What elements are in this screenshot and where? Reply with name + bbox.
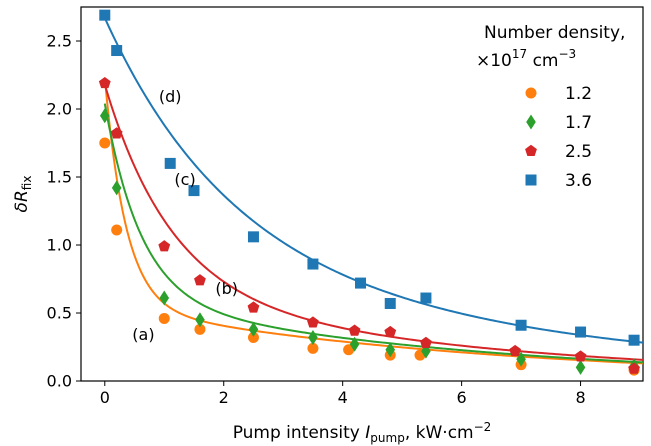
curve-label: (a) [132, 325, 154, 344]
legend-title-mult: ×10 [476, 51, 512, 71]
curve-label: (b) [215, 279, 238, 298]
data-point-square [188, 185, 200, 197]
x-axis-label-sup: −2 [474, 420, 492, 434]
data-point-pentagon [628, 362, 640, 374]
legend-entry-label: 3.6 [565, 171, 592, 191]
data-point-pentagon [574, 350, 587, 362]
data-point-pentagon [509, 344, 522, 357]
y-tick-label: 0.0 [47, 372, 72, 391]
data-point-square [99, 9, 111, 21]
data-point-diamond [248, 321, 259, 337]
data-point-circle [194, 323, 206, 335]
data-point-circle [525, 87, 537, 99]
data-point-square [355, 277, 367, 289]
data-point-pentagon [525, 144, 537, 157]
y-tick-label: 1.0 [47, 236, 72, 255]
data-point-circle [343, 344, 355, 356]
x-tick-label: 0 [100, 388, 110, 407]
data-point-square [164, 157, 176, 169]
data-point-diamond [526, 114, 536, 130]
data-point-square [628, 334, 640, 346]
data-point-diamond [349, 336, 360, 352]
fit-curve-3-6 [103, 17, 644, 344]
y-axis-label-sub: fix [20, 176, 34, 191]
data-point-pentagon [194, 274, 206, 286]
y-tick-label: 2.5 [47, 32, 72, 51]
x-axis-label-pre: Pump intensity [233, 423, 366, 443]
legend-entry-label: 2.5 [565, 142, 592, 162]
x-axis-label-var: I [365, 423, 370, 443]
data-point-pentagon [420, 336, 432, 348]
data-point-square [420, 292, 432, 304]
x-tick-label: 6 [457, 388, 467, 407]
curve-label: (c) [174, 170, 195, 189]
data-point-diamond [159, 290, 170, 306]
y-tick-label: 1.5 [47, 168, 72, 187]
x-tick-label: 4 [338, 388, 348, 407]
x-tick-label: 8 [575, 388, 585, 407]
data-point-pentagon [307, 316, 319, 328]
data-point-square [515, 319, 527, 331]
data-point-diamond [111, 180, 122, 196]
data-point-diamond [195, 312, 205, 328]
data-point-circle [99, 137, 111, 149]
legend-title-unit-exp: −3 [558, 47, 576, 61]
x-axis-label-post: , kW·cm [405, 423, 474, 443]
data-point-square [384, 297, 396, 309]
plot-frame [80, 6, 644, 382]
y-tick-label: 2.0 [47, 100, 72, 119]
legend-title-unit: cm [527, 51, 558, 71]
data-point-square [111, 45, 123, 57]
data-point-pentagon [384, 325, 397, 338]
legend: Number density, ×1017 cm−3 1.2 1.7 2.5 3.6 [476, 23, 625, 191]
x-axis-label: Pump intensity Ipump, kW·cm−2 [233, 420, 492, 445]
fit-curve-1-7 [103, 103, 644, 364]
data-point-diamond [99, 108, 110, 124]
y-axis-label-var: δR [12, 190, 32, 212]
data-point-pentagon [247, 301, 260, 313]
fit-curve-2-5 [103, 84, 644, 361]
legend-title-line1: Number density, [484, 23, 625, 43]
data-point-square [307, 258, 319, 270]
data-point-diamond [308, 329, 318, 345]
legend-entry-label: 1.7 [565, 113, 592, 133]
data-point-pentagon [110, 127, 123, 139]
data-point-circle [307, 342, 319, 354]
data-point-circle [111, 224, 123, 236]
legend-title-exp: 17 [512, 47, 527, 61]
x-axis-label-sub: pump [370, 431, 405, 445]
data-point-diamond [385, 342, 396, 358]
x-tick-label: 2 [219, 388, 229, 407]
legend-entry-label: 1.2 [565, 84, 592, 104]
y-axis-label: δRfix [12, 176, 34, 213]
data-point-pentagon [98, 76, 111, 89]
data-point-square [525, 174, 537, 186]
data-point-circle [247, 331, 259, 343]
data-point-square [575, 326, 587, 338]
legend-title-line2: ×1017 cm−3 [476, 47, 576, 71]
data-point-diamond [575, 359, 586, 375]
data-point-pentagon [158, 240, 171, 252]
data-point-circle [158, 312, 170, 324]
curve-label: (d) [159, 87, 182, 106]
data-point-square [247, 231, 259, 243]
fit-curve-1-2 [103, 77, 644, 365]
y-tick-label: 0.5 [47, 304, 72, 323]
data-point-pentagon [348, 324, 361, 336]
